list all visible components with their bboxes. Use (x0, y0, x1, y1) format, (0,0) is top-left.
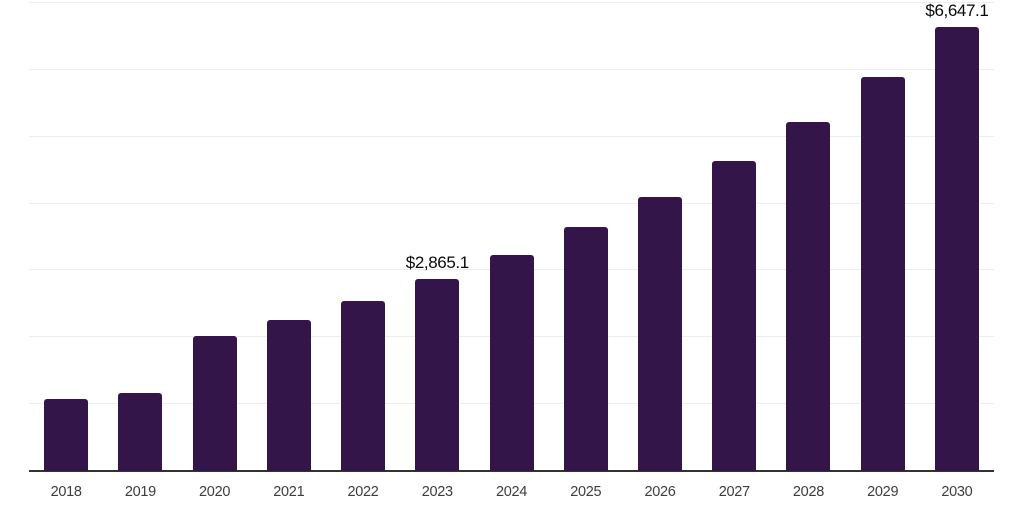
x-tick-label-2021: 2021 (273, 484, 305, 500)
category-band (474, 3, 548, 471)
x-tick-label-2027: 2027 (718, 484, 750, 500)
bar-2029 (860, 77, 905, 471)
bar-2028 (786, 122, 831, 471)
category-band (771, 3, 845, 471)
bar-2022 (341, 300, 386, 471)
bar-2023 (415, 279, 460, 471)
bar-value-label-2030: $6,647.1 (925, 0, 989, 20)
bar-2019 (118, 392, 163, 471)
gridline (29, 2, 994, 3)
bar-2027 (712, 161, 757, 471)
x-tick-label-2024: 2024 (495, 484, 528, 500)
x-tick-label-2023: 2023 (421, 484, 453, 500)
x-tick-label-2020: 2020 (199, 484, 231, 500)
category-band (103, 3, 177, 471)
category-band (177, 3, 251, 471)
category-band (252, 3, 326, 471)
x-tick-label-2029: 2029 (867, 484, 899, 500)
x-tick-label-2018: 2018 (50, 484, 82, 500)
x-tick-label-2025: 2025 (570, 484, 602, 500)
category-band (29, 3, 103, 471)
category-band (549, 3, 623, 471)
category-band (846, 3, 920, 471)
x-tick-label-2028: 2028 (792, 484, 824, 500)
category-band (697, 3, 771, 471)
bar-value-label-2023: $2,865.1 (405, 253, 469, 273)
bar-2020 (192, 335, 237, 471)
category-band (623, 3, 697, 471)
category-band: $6,647.1 (920, 0, 994, 471)
bar-2021 (266, 319, 311, 471)
x-axis-tick-labels: 2018 2019 2020 2021 2022 2023 2024 2025 2026 2027… (29, 480, 994, 504)
x-tick-label-2019: 2019 (124, 484, 156, 500)
x-tick-label-2022: 2022 (347, 484, 379, 500)
bar-2024 (489, 255, 534, 471)
bar-2026 (637, 196, 682, 471)
bars-row: $2,865.1 $6,647.1 (29, 0, 994, 471)
x-tick-label-2030: 2030 (941, 484, 973, 500)
bar-2030 (934, 26, 979, 471)
gridline (29, 135, 994, 137)
x-axis-line (29, 470, 994, 472)
plot-area: $2,865.1 $6,647.1 (29, 0, 994, 472)
category-band (326, 3, 400, 471)
bar-2018 (44, 398, 89, 471)
gridline (29, 202, 994, 204)
x-tick-label-2026: 2026 (644, 484, 676, 500)
category-band: $2,865.1 (400, 3, 474, 471)
gridline (29, 68, 994, 70)
bar-2025 (563, 227, 608, 471)
